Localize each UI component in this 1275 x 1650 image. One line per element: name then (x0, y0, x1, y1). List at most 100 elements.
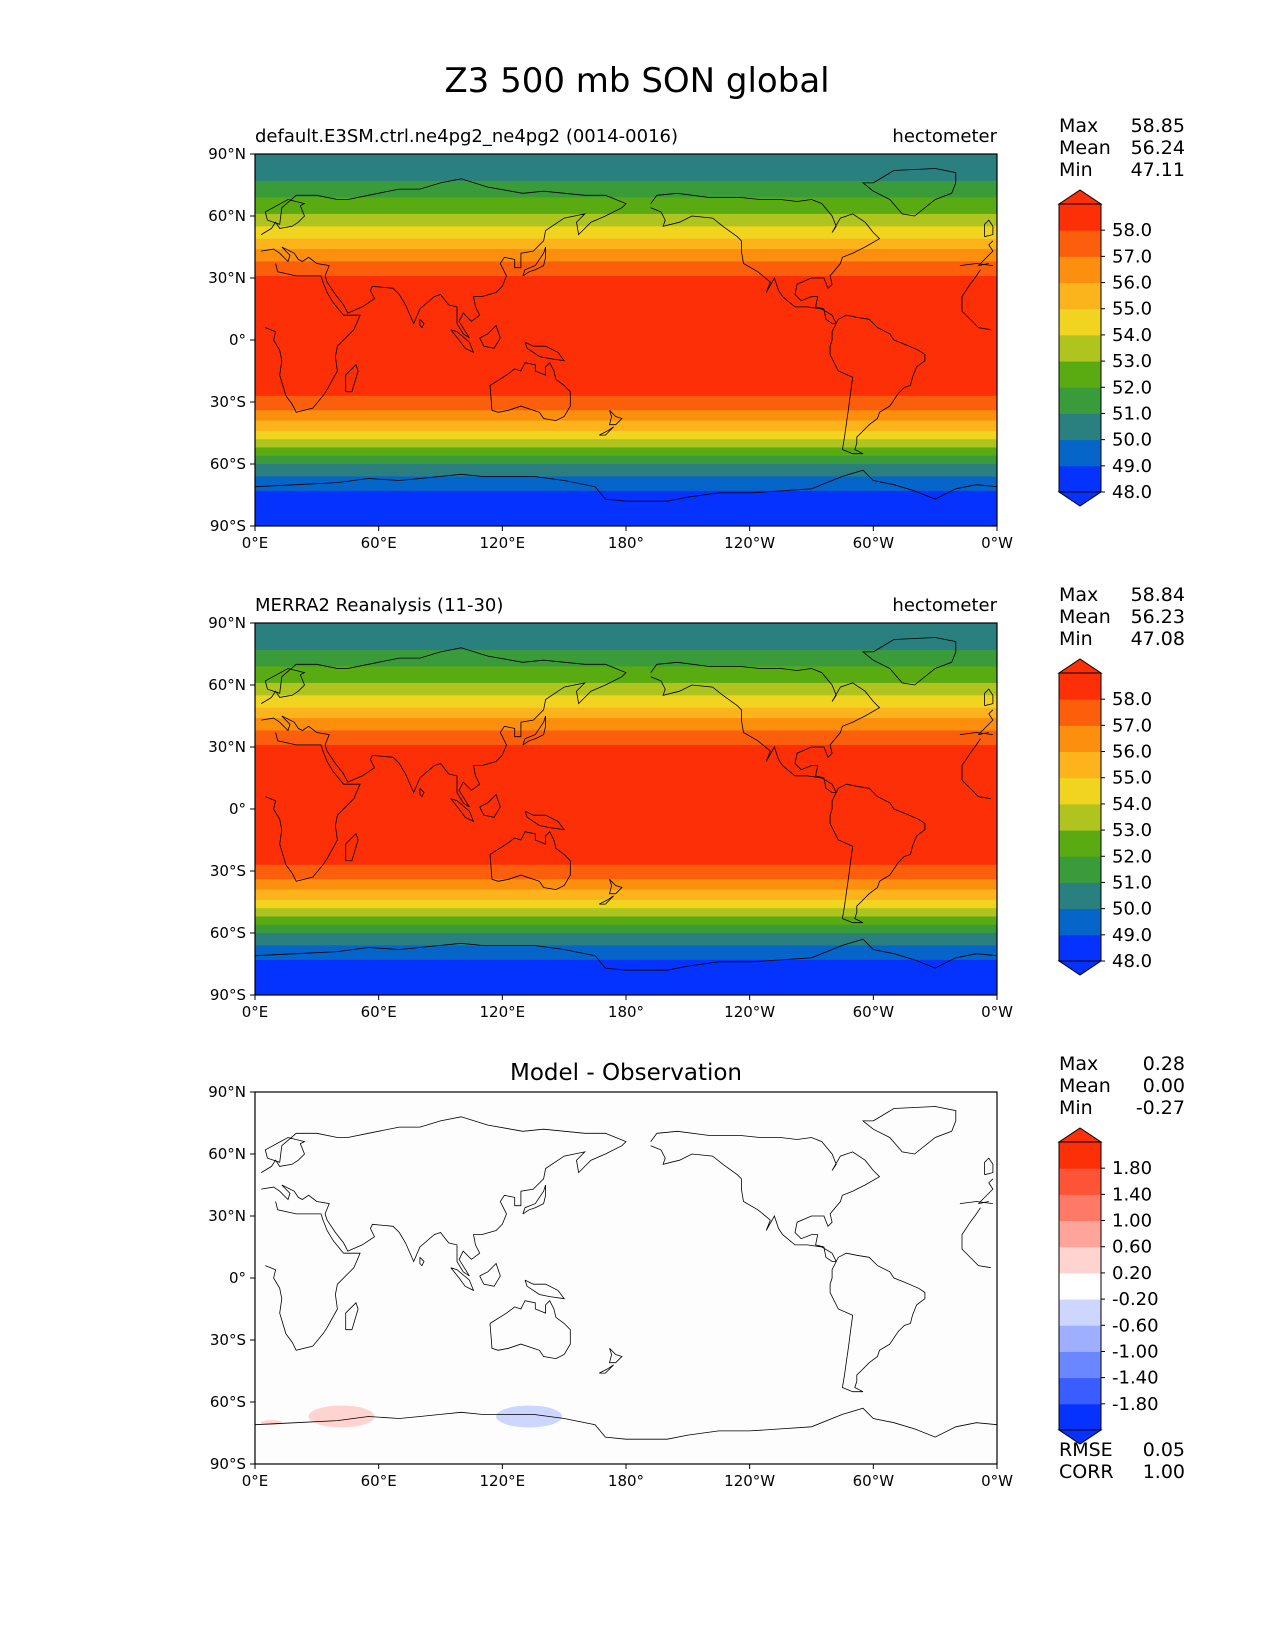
colorbar-extend-min (1057, 491, 1103, 507)
contour-band (255, 342, 997, 345)
panel-difference: 0°E 60°E 120°E 180° 120°W 60°W 0°W 90°N 60°N 30°N… (208, 1053, 1185, 1490)
contour-band (255, 904, 997, 907)
contour-band (255, 699, 997, 703)
coastline-eurasia (978, 263, 989, 266)
coastline-nam (650, 192, 881, 324)
y-tick-label: 60°N (208, 207, 246, 225)
coastline-borneo (479, 793, 501, 818)
contour-band (255, 507, 997, 511)
contour-band (255, 871, 997, 874)
contour-band (255, 470, 997, 473)
contour-band (255, 371, 997, 374)
contour-band (255, 825, 997, 829)
coastline-greenland (861, 168, 957, 217)
contour-band (255, 980, 997, 984)
contour-band (255, 176, 997, 180)
coastline-sam (829, 314, 926, 455)
coastline-japan (522, 1184, 546, 1215)
x-tick-label: 180° (608, 1472, 644, 1490)
coastline-newguinea (524, 341, 566, 362)
contour-band (255, 794, 997, 798)
contour-band (255, 943, 997, 946)
contour-band (255, 364, 997, 368)
y-tick-label: 60°N (208, 1145, 246, 1163)
contour-band (255, 178, 997, 182)
contour-band (255, 499, 997, 502)
contour-band (255, 197, 997, 201)
contour-band (255, 509, 997, 513)
y-tick-label: 30°N (208, 1207, 246, 1225)
contour-band (255, 798, 997, 802)
contour-band (255, 759, 997, 763)
contour-band (255, 174, 997, 178)
contour-band (255, 309, 997, 312)
stat-label: Min (1059, 1097, 1093, 1119)
stat-label: Max (1059, 115, 1098, 137)
contour-band (255, 449, 997, 453)
colorbar-segment (1059, 1403, 1101, 1431)
contour-band (255, 191, 997, 194)
colorbar-tick-label: 56.0 (1112, 273, 1152, 294)
coastline-sam (829, 783, 926, 924)
colorbar-tick-label: 55.0 (1112, 768, 1152, 789)
contour-band (255, 968, 997, 971)
contour-band (255, 643, 997, 647)
contour-band (255, 335, 997, 339)
contour-band (255, 906, 997, 909)
contour-band (255, 255, 997, 258)
panel-test: 0°E 60°E 120°E 180° 120°W 60°W 0°W 90°N 60°N 30°N… (208, 115, 1185, 552)
contour-band (255, 670, 997, 674)
contour-band (255, 792, 997, 796)
contour-background (255, 1092, 997, 1464)
contour-band (255, 523, 997, 526)
contour-band (255, 821, 997, 825)
contour-band (255, 734, 997, 738)
contour-band (255, 251, 997, 254)
y-tick-label: 90°N (208, 145, 246, 163)
contour-band (255, 928, 997, 932)
y-tick-label: 0° (229, 1269, 246, 1287)
contour-band (255, 230, 997, 234)
x-tick-label: 120°E (480, 1003, 526, 1021)
contour-band (255, 873, 997, 876)
contour-band (255, 895, 997, 899)
colorbar-tick-label: 53.0 (1112, 351, 1152, 372)
contour-band (255, 340, 997, 343)
contour-band (255, 784, 997, 787)
colorbar-segment (1059, 1272, 1101, 1300)
contour-band (255, 302, 997, 306)
contour-band (255, 501, 997, 504)
colorbar-extend-min (1057, 960, 1103, 976)
contour-band (255, 635, 997, 639)
contour-band (255, 930, 997, 934)
x-tick-label: 120°W (724, 1472, 775, 1490)
contour-band (255, 428, 997, 432)
contour-band (255, 327, 997, 331)
contour-band (255, 495, 997, 498)
coastline-africa (961, 269, 991, 331)
contour-band (255, 751, 997, 754)
contour-band (255, 883, 997, 887)
contour-band (255, 404, 997, 407)
contour-band (255, 724, 997, 727)
coastline-africa (265, 732, 361, 882)
contour-band (255, 228, 997, 232)
panel-reference: 0°E 60°E 120°E 180° 120°W 60°W 0°W 90°N 60°N 30°N… (208, 584, 1185, 1021)
coastline-greenland (861, 1106, 957, 1155)
contour-band (255, 937, 997, 940)
contour-band (255, 261, 997, 265)
colorbar-segment (1059, 777, 1101, 805)
contour-band (255, 503, 997, 506)
panel-left-title: default.E3SM.ctrl.ne4pg2_ne4pg2 (0014-00… (255, 126, 678, 147)
contour-band (255, 877, 997, 880)
x-tick-label: 120°E (480, 1472, 526, 1490)
colorbar-tick-label: 56.0 (1112, 742, 1152, 763)
coastline-africa (959, 263, 993, 266)
x-tick-label: 180° (608, 1003, 644, 1021)
contour-band (255, 220, 997, 223)
coastline-srilanka (419, 1257, 425, 1267)
map-area (255, 1092, 997, 1464)
contour-band (255, 718, 997, 721)
contour-band (255, 959, 997, 963)
coastline-srilanka (419, 788, 425, 798)
